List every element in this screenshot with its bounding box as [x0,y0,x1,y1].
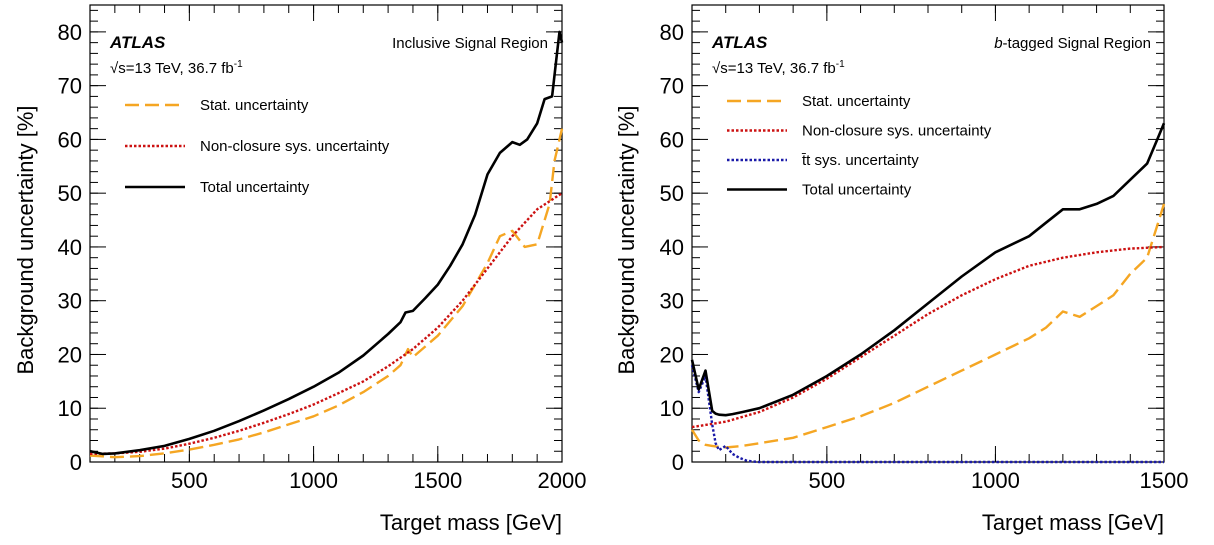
region-italic: b [994,35,1002,52]
x-tick-label: 2000 [538,468,587,493]
y-tick-label: 0 [672,450,684,475]
region-label: Inclusive Signal Region [392,35,548,52]
x-tick-label: 1000 [971,468,1020,493]
x-tick-label: 1500 [413,468,462,493]
x-axis-label: Target mass [GeV] [380,510,562,535]
y-tick-label: 70 [660,74,684,99]
y-axis-label: Background uncertainty [%] [13,105,38,374]
y-tick-label: 50 [58,181,82,206]
x-tick-label: 500 [171,468,208,493]
y-tick-label: 10 [660,396,684,421]
series-line [691,245,1165,429]
x-tick-label: 1500 [1140,468,1189,493]
y-tick-label: 10 [58,396,82,421]
atlas-label: ATLAS [109,33,166,52]
y-tick-label: 30 [58,289,82,314]
x-tick-label: 500 [808,468,845,493]
series-line [690,203,1166,449]
y-tick-label: 20 [660,342,684,367]
x-axis-label: Target mass [GeV] [982,510,1164,535]
y-tick-label: 40 [58,235,82,260]
y-tick-label: 20 [58,342,82,367]
series-line [89,30,564,456]
series-line [89,128,564,459]
y-tick-label: 50 [660,181,684,206]
atlas-label: ATLAS [711,33,768,52]
series-line [690,122,1166,417]
y-axis-label: Background uncertainty [%] [614,105,639,374]
energy-lumi-label: √s=13 TeV, 36.7 fb-1 [110,59,243,77]
y-tick-label: 60 [58,127,82,152]
y-tick-label: 0 [70,450,82,475]
legend-label: Total uncertainty [200,179,310,196]
legend-label: Stat. uncertainty [200,97,309,114]
legend-label: Stat. uncertainty [802,93,911,110]
series-line [690,364,1164,464]
y-tick-label: 70 [58,74,82,99]
region-text: -tagged Signal Region [1003,35,1151,52]
legend-label: t̄t sys. uncertainty [801,152,919,169]
lumi-exponent: -1 [836,59,845,70]
y-tick-label: 60 [660,127,684,152]
legend-label: Non-closure sys. uncertainty [802,123,992,140]
legend-label: Total uncertainty [802,182,912,199]
series-line [89,192,563,456]
x-tick-label: 1000 [289,468,338,493]
energy-lumi-label: √s=13 TeV, 36.7 fb-1 [712,59,845,77]
btagged-panel: Background uncertainty [%] Target mass [… [614,4,1189,535]
region-label: b-tagged Signal Region [994,35,1151,52]
energy-lumi-text: √s=13 TeV, 36.7 fb [712,60,836,77]
energy-lumi-text: √s=13 TeV, 36.7 fb [110,60,234,77]
inclusive-panel: Background uncertainty [%] Target mass [… [13,4,587,535]
y-tick-label: 80 [660,20,684,45]
y-tick-label: 80 [58,20,82,45]
y-tick-label: 30 [660,289,684,314]
plot-frame [89,4,563,463]
legend-label: Non-closure sys. uncertainty [200,138,390,155]
lumi-exponent: -1 [234,59,243,70]
y-tick-label: 40 [660,235,684,260]
